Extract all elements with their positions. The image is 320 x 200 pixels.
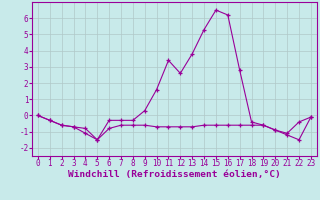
- X-axis label: Windchill (Refroidissement éolien,°C): Windchill (Refroidissement éolien,°C): [68, 170, 281, 179]
